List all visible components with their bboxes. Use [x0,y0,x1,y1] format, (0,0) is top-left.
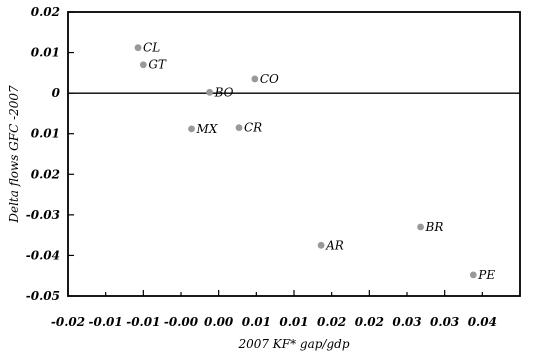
y-tick-label: -0.04 [26,248,60,262]
y-tick-label: 0.01 [31,46,60,60]
data-point-ar [317,241,325,249]
x-tick-label: 0.03 [430,315,459,329]
point-label-gt: GT [148,58,167,72]
x-tick-label: 0.01 [279,315,308,329]
data-point-br [417,223,424,231]
data-point-gt [139,61,147,69]
point-label-br: BR [425,220,444,234]
y-tick-label: -0.05 [26,289,60,303]
x-axis-label: 2007 KF* gap/gdp [237,337,349,351]
data-point-co [251,75,259,83]
y-axis-ticks: 0.02 0.01 0 0.01 0.02 -0.03 -0.04 -0.05 [26,5,74,303]
x-tick-label: 0.02 [355,315,384,329]
data-point-mx [188,125,195,133]
point-label-cr: CR [244,121,262,135]
data-point-cl [134,44,142,52]
x-tick-label: 0.03 [392,315,421,329]
point-label-cl: CL [143,41,160,55]
plot-frame [67,11,521,297]
y-tick-label: 0.02 [31,5,60,19]
data-point-cr [235,124,243,132]
x-tick-label: -0.00 [164,315,199,329]
point-label-mx: MX [196,122,218,136]
y-tick-label: 0 [52,86,61,100]
point-label-co: CO [260,72,279,86]
x-tick-label: 0.04 [468,315,497,329]
point-label-ar: AR [325,238,344,252]
x-tick-label: -0.02 [51,315,85,329]
data-point-pe [469,271,477,279]
x-tick-label: -0.01 [89,315,123,329]
y-axis-label: Delta flows GFC -2007 [7,85,21,224]
point-label-pe: PE [477,268,495,282]
data-point-bo [206,88,214,96]
point-label-bo: BO [214,85,234,99]
x-tick-label: -0.01 [126,315,160,329]
data-points: CL GT CO BO MX CR BR AR PE [134,41,495,282]
y-tick-label: 0.02 [31,167,60,181]
x-tick-label: 0.00 [204,315,234,329]
x-tick-label: 0.01 [242,315,271,329]
y-tick-label: 0.01 [31,127,60,141]
y-tick-label: -0.03 [26,208,60,222]
x-axis-ticks: -0.02 -0.01 -0.01 -0.00 0.00 0.01 0.01 0.02 0.02… [51,290,497,329]
x-tick-label: 0.02 [317,315,346,329]
